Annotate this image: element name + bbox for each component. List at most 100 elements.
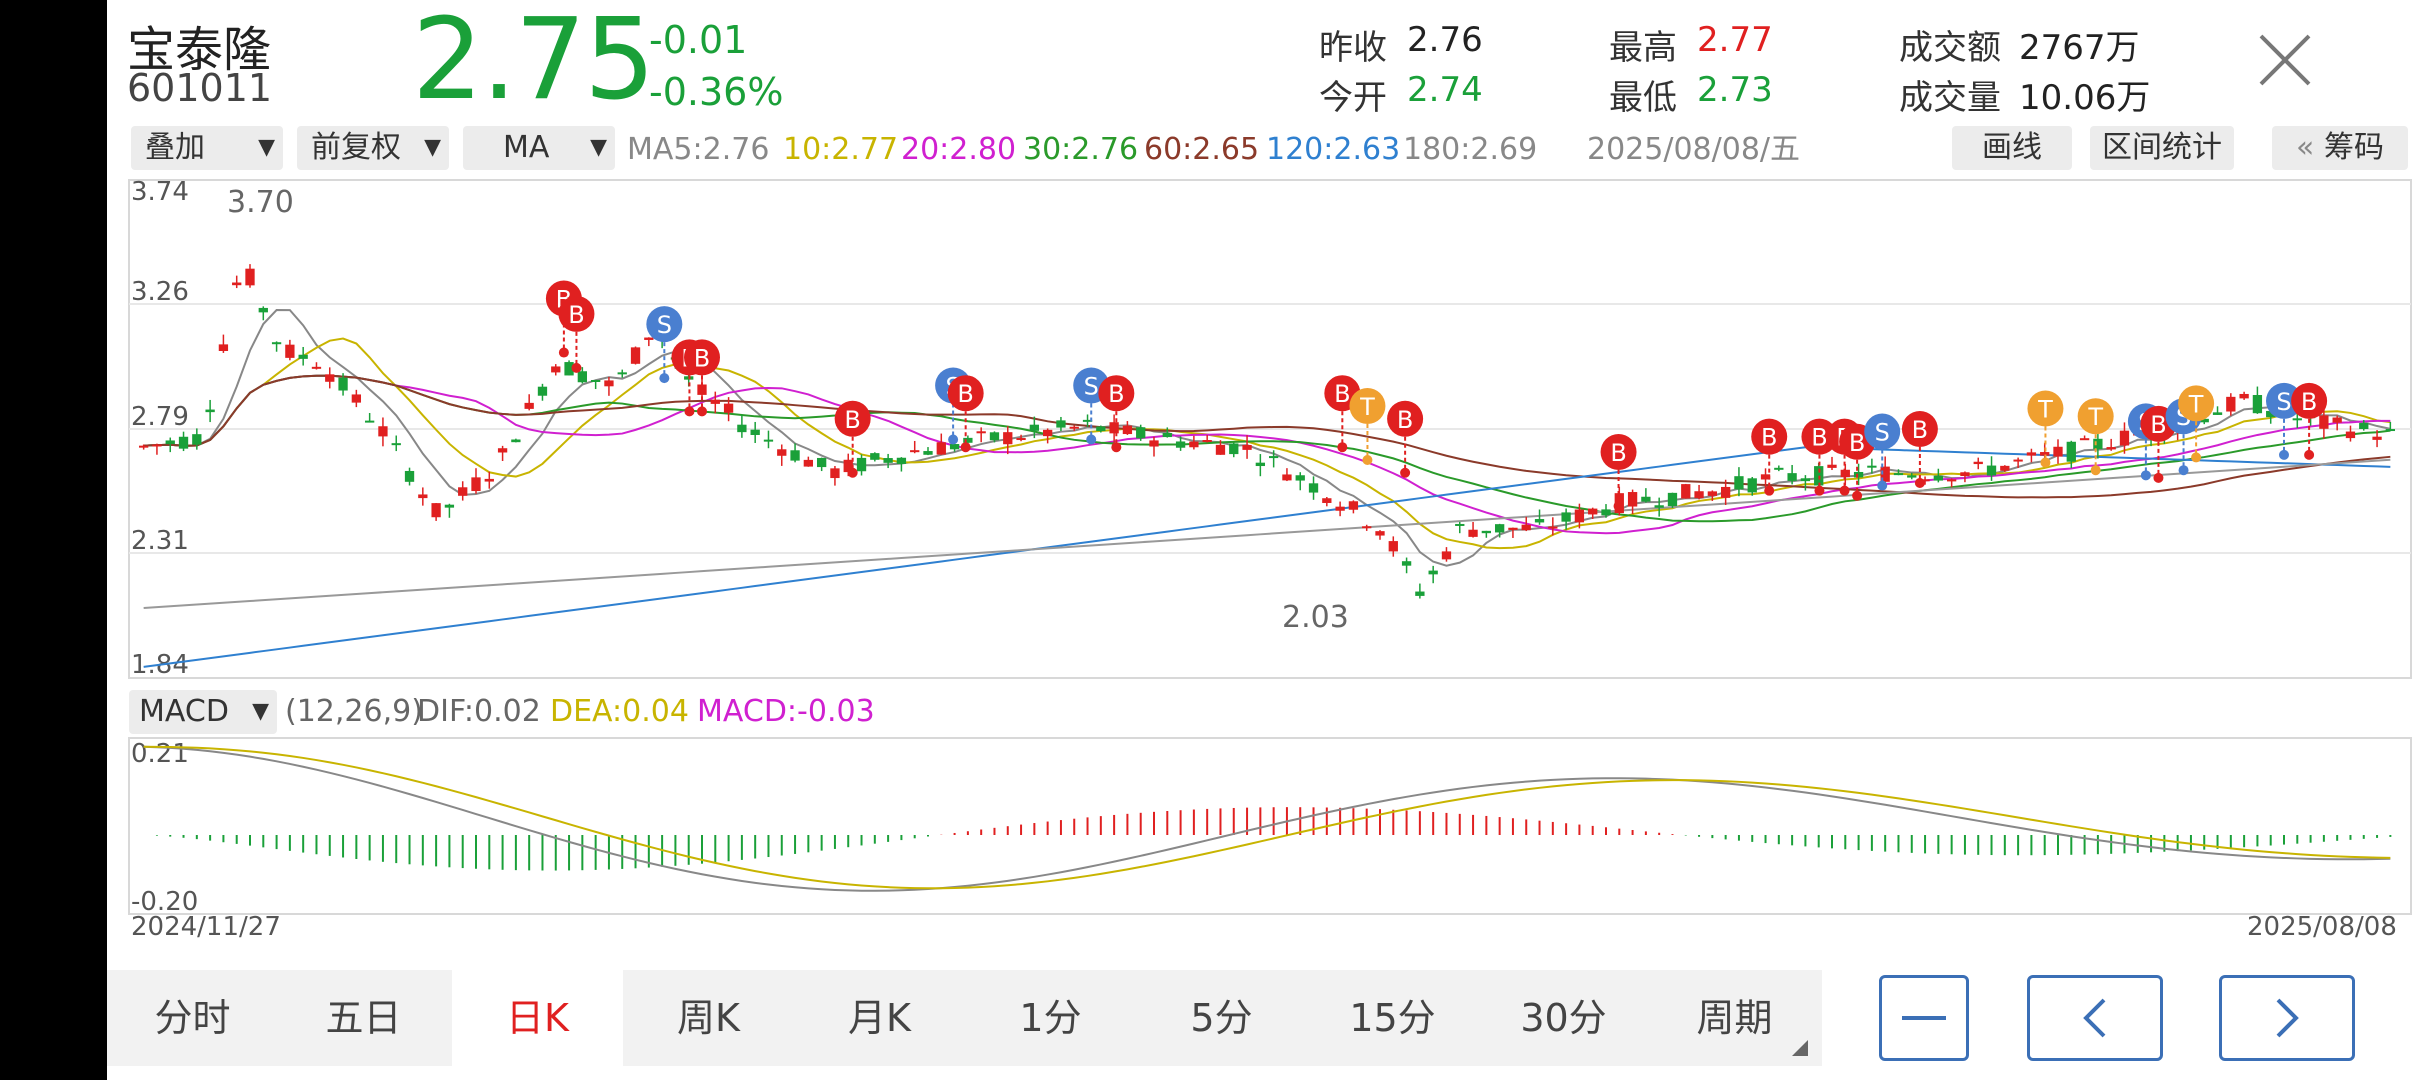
candle-body	[378, 426, 388, 437]
candle-body	[2266, 410, 2276, 418]
candle-body	[1335, 506, 1345, 511]
tab-daily-k[interactable]: 日K	[452, 970, 623, 1066]
candle-body	[1893, 473, 1904, 476]
trade-marker-t[interactable]: T	[2178, 385, 2215, 463]
trade-marker-b[interactable]: B	[947, 375, 984, 453]
trade-marker-b[interactable]: B	[1387, 400, 1424, 478]
tab-weekly-k[interactable]: 周K	[677, 996, 740, 1040]
tab-30min[interactable]: 30分	[1520, 996, 1607, 1040]
macd-line	[143, 745, 2391, 892]
candle-body	[2013, 459, 2023, 462]
macd-params: (12,26,9)	[285, 694, 423, 729]
ma60-reading: 60:2.65	[1144, 132, 1260, 167]
candle-body	[471, 477, 481, 492]
ma30-reading: 30:2.76	[1023, 132, 1139, 167]
trade-marker-s[interactable]: S	[1864, 413, 1901, 491]
candle-body	[843, 459, 853, 473]
candle-body	[1215, 444, 1226, 455]
chart-canvas[interactable]: 3.74 3.26 2.79 2.31 1.84 BBSBBBSBSBBTBBB…	[107, 0, 2412, 1080]
trade-marker-label: B	[2150, 411, 2166, 439]
trade-marker-b[interactable]: B	[1600, 434, 1637, 512]
indicator-dropdown[interactable]: MA ▼	[463, 126, 615, 170]
scroll-left-button[interactable]	[2027, 975, 2163, 1061]
candle-body	[803, 459, 814, 467]
trade-marker-b[interactable]: B	[558, 295, 595, 373]
macd-frame	[128, 737, 2412, 915]
candle-body	[2239, 393, 2249, 399]
zoom-out-button[interactable]	[1879, 975, 1969, 1061]
candle-body	[2252, 395, 2263, 414]
tab-1min[interactable]: 1分	[1019, 996, 1082, 1040]
trade-marker-label: T	[2087, 403, 2103, 431]
trade-marker-b[interactable]: B	[684, 339, 720, 417]
candle-body	[1627, 492, 1638, 507]
candle-body	[777, 449, 787, 456]
low-value: 2.73	[1697, 70, 1773, 110]
candle-body	[1667, 492, 1678, 507]
trade-marker-b[interactable]: B	[2291, 382, 2328, 460]
trade-marker-t[interactable]: T	[2077, 398, 2114, 476]
tab-monthly-k[interactable]: 月K	[848, 996, 911, 1040]
ma-line	[143, 337, 2391, 550]
tab-5min[interactable]: 5分	[1190, 996, 1253, 1040]
trade-marker-s[interactable]: S	[646, 306, 683, 384]
chevron-left-icon: «	[2296, 130, 2315, 165]
trade-marker-label: B	[1912, 416, 1928, 444]
candle-body	[1907, 475, 1917, 478]
tab-intraday[interactable]: 分时	[154, 996, 231, 1040]
trade-marker-t[interactable]: T	[1349, 387, 1386, 465]
draw-line-button[interactable]: 画线	[1952, 126, 2072, 170]
corner-triangle-icon	[1792, 1040, 1808, 1056]
trade-marker-label: S	[2276, 388, 2291, 416]
trade-marker-b[interactable]: B	[834, 400, 871, 478]
trade-marker-b[interactable]: B	[1324, 375, 1361, 453]
close-button[interactable]	[2255, 30, 2315, 90]
trade-marker-b[interactable]: B	[1801, 418, 1838, 496]
candle-body	[1415, 591, 1425, 596]
candle-body	[1574, 509, 1585, 523]
overlay-dropdown[interactable]: 叠加 ▼	[131, 126, 283, 170]
adjust-dropdown[interactable]: 前复权 ▼	[297, 126, 449, 170]
candle-body	[1787, 473, 1797, 481]
candle-body	[1162, 432, 1172, 438]
candle-body	[1308, 483, 1319, 493]
period-tab-bar: 分时 五日 日K 周K 月K 1分 5分 15分 30分 周期	[107, 970, 1822, 1066]
trade-marker-label: B	[2301, 388, 2317, 416]
candle-body	[1694, 491, 1704, 499]
trade-marker-t[interactable]: T	[2027, 390, 2064, 468]
start-date: 2024/11/27	[131, 912, 281, 942]
candle-body	[949, 444, 960, 450]
macd-dropdown[interactable]: MACD ▼	[129, 690, 277, 734]
candle-body	[2093, 438, 2103, 450]
chip-button[interactable]: « 筹码	[2272, 126, 2408, 170]
indicator-label: MA	[503, 130, 550, 165]
trade-marker-label: B	[1610, 439, 1626, 467]
candle-body	[1109, 422, 1119, 434]
candle-body	[1760, 474, 1771, 480]
trade-marker-b[interactable]: B	[1098, 375, 1135, 453]
candle-body	[205, 409, 215, 413]
tab-15min[interactable]: 15分	[1349, 996, 1436, 1040]
tab-five-day[interactable]: 五日	[325, 996, 402, 1040]
dropdown-arrow-icon: ▼	[252, 699, 269, 724]
candle-body	[1774, 467, 1784, 470]
range-stats-button[interactable]: 区间统计	[2090, 126, 2234, 170]
trade-marker-b[interactable]: B	[1901, 411, 1938, 488]
candle-body	[1455, 523, 1465, 526]
candle-body	[1401, 561, 1412, 566]
candle-body	[617, 372, 627, 375]
candle-body	[551, 366, 561, 373]
high-value: 2.77	[1697, 20, 1773, 60]
scroll-right-button[interactable]	[2219, 975, 2355, 1061]
trade-marker-s[interactable]: S	[2266, 382, 2302, 460]
candle-body	[1946, 479, 1957, 482]
trade-marker-label: S	[1875, 419, 1890, 447]
ma-line	[143, 374, 2391, 535]
trade-marker-b[interactable]: B	[1751, 418, 1788, 496]
tab-period[interactable]: 周期	[1649, 970, 1820, 1066]
chevron-right-icon	[2276, 998, 2299, 1038]
dropdown-arrow-icon: ▼	[424, 135, 441, 160]
ma-line	[143, 374, 2391, 499]
macd-line	[143, 745, 2391, 890]
stock-name: 宝泰隆	[127, 22, 272, 78]
